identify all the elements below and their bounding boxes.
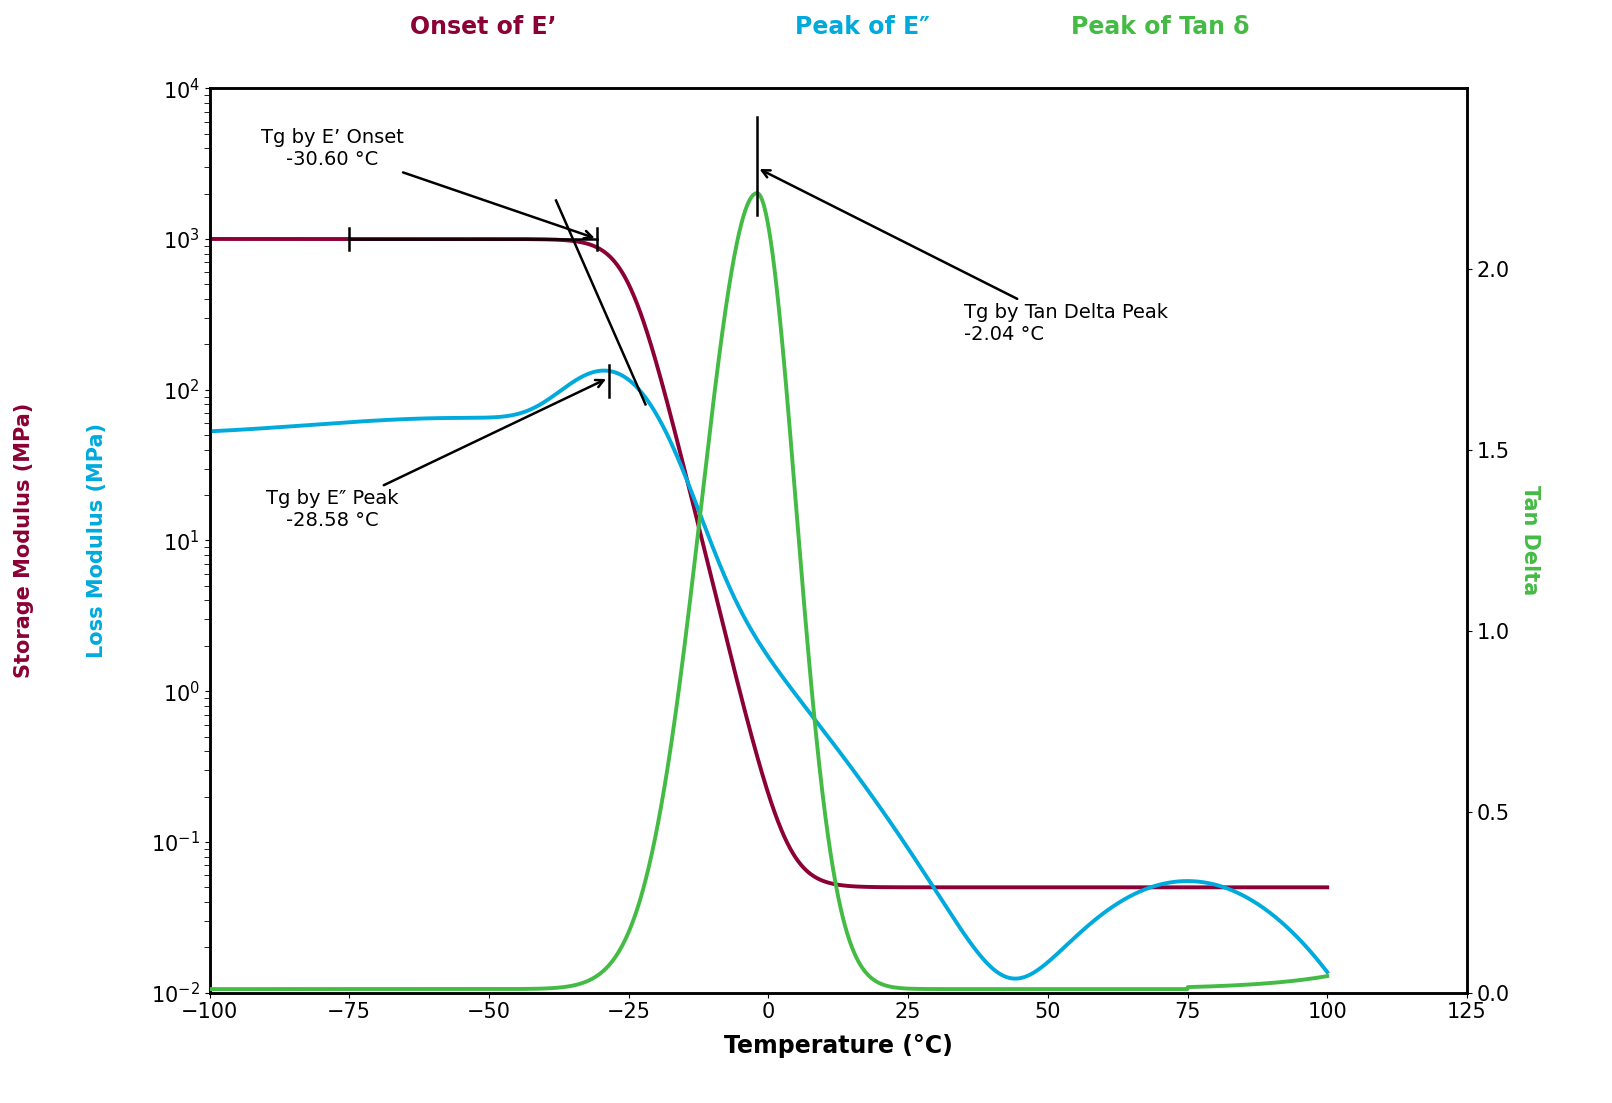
X-axis label: Temperature (°C): Temperature (°C) <box>724 1034 953 1058</box>
Text: Onset of E’: Onset of E’ <box>411 14 556 39</box>
Text: Tg by E″ Peak
-28.58 °C: Tg by E″ Peak -28.58 °C <box>266 381 603 531</box>
Text: Tg by Tan Delta Peak
-2.04 °C: Tg by Tan Delta Peak -2.04 °C <box>762 170 1169 344</box>
Text: Peak of E″: Peak of E″ <box>795 14 930 39</box>
Text: Storage Modulus (MPa): Storage Modulus (MPa) <box>15 403 34 678</box>
Text: Peak of Tan δ: Peak of Tan δ <box>1072 14 1249 39</box>
Text: Loss Modulus (MPa): Loss Modulus (MPa) <box>87 422 106 658</box>
Text: Tg by E’ Onset
-30.60 °C: Tg by E’ Onset -30.60 °C <box>261 128 592 238</box>
Y-axis label: Tan Delta: Tan Delta <box>1520 485 1541 596</box>
